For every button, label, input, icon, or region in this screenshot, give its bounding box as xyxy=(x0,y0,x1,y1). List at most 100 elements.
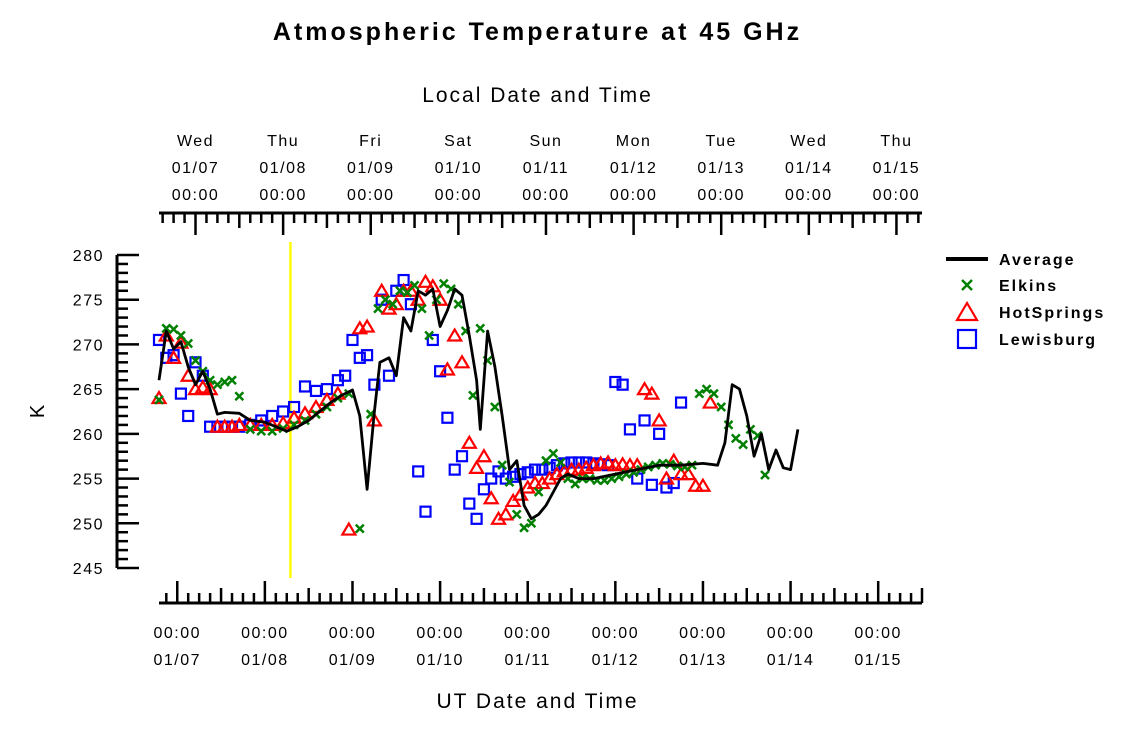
axes: 245 250 255 260 265 270 275 280 K Wed 01/07 00:00 Th… xyxy=(27,133,924,669)
data-point-lewisburg xyxy=(339,369,352,382)
legend: Average Elkins HotSprings Lewisburg xyxy=(946,252,1103,350)
x-stroke xyxy=(219,377,230,387)
data-point-elkins xyxy=(234,391,245,402)
data-point-hotsprings xyxy=(468,459,486,474)
data-point-elkins xyxy=(570,479,581,489)
y-tick-label: 280 xyxy=(73,248,104,265)
x-stroke xyxy=(475,323,486,334)
y-tick-label: 245 xyxy=(73,561,104,578)
data-point-hotsprings xyxy=(701,394,719,409)
data-point-elkins xyxy=(468,390,478,401)
data-point-hotsprings xyxy=(599,454,617,469)
x-stroke xyxy=(183,338,194,349)
data-point-lewisburg xyxy=(353,351,366,364)
data-point-elkins xyxy=(541,455,551,466)
x-stroke xyxy=(373,303,383,314)
data-point-elkins xyxy=(380,294,391,305)
x-stroke xyxy=(380,294,391,305)
data-point-lewisburg xyxy=(645,478,658,491)
x-stroke xyxy=(424,330,435,341)
data-point-lewisburg xyxy=(609,375,622,389)
data-point-elkins xyxy=(176,330,186,341)
x-stroke xyxy=(409,280,420,291)
data-point-elkins xyxy=(395,285,405,296)
data-point-elkins xyxy=(489,402,500,412)
data-point-elkins xyxy=(738,439,748,450)
data-point-lewisburg xyxy=(521,466,534,479)
top-tick-time: 00:00 xyxy=(172,187,220,204)
x-stroke xyxy=(212,379,223,390)
data-point-lewisburg xyxy=(470,512,483,525)
data-point-lewisburg xyxy=(653,427,666,440)
data-point-lewisburg xyxy=(499,472,512,485)
data-point-lewisburg xyxy=(455,450,469,463)
x-stroke xyxy=(961,279,973,291)
data-point-hotsprings xyxy=(446,327,464,342)
bottom-tick-time: 00:00 xyxy=(153,625,201,642)
data-point-elkins xyxy=(709,388,719,399)
x-stroke xyxy=(526,518,537,529)
bottom-tick-time: 00:00 xyxy=(679,625,727,642)
top-tick-date: 01/14 xyxy=(785,160,833,177)
data-point-hotsprings xyxy=(417,273,434,288)
y-tick-label: 275 xyxy=(73,293,104,310)
data-point-elkins xyxy=(555,457,566,468)
data-point-elkins xyxy=(256,426,267,437)
x-stroke xyxy=(387,299,398,310)
data-point-lewisburg xyxy=(346,333,359,347)
data-point-elkins xyxy=(548,448,559,459)
top-tick-time: 00:00 xyxy=(435,187,483,204)
series-hotsprings xyxy=(150,273,719,536)
x-stroke xyxy=(176,330,186,341)
x-stroke xyxy=(716,402,727,412)
x-stroke xyxy=(289,420,299,430)
bottom-tick-date: 01/11 xyxy=(505,652,551,669)
data-point-elkins xyxy=(438,278,449,289)
top-tick-date: 01/10 xyxy=(435,160,483,177)
x-stroke xyxy=(267,426,278,437)
x-stroke xyxy=(168,324,179,335)
data-point-hotsprings xyxy=(285,409,303,424)
x-stroke xyxy=(446,284,456,294)
data-point-elkins xyxy=(227,375,237,386)
data-point-elkins xyxy=(760,470,770,480)
y-tick-label: 250 xyxy=(73,516,104,533)
data-point-hotsprings xyxy=(643,385,661,400)
data-point-elkins xyxy=(168,324,179,335)
top-tick-day: Wed xyxy=(177,133,214,150)
data-point-elkins xyxy=(267,426,278,437)
top-tick-time: 00:00 xyxy=(785,187,833,204)
top-tick-time: 00:00 xyxy=(610,187,658,204)
x-stroke xyxy=(541,455,551,466)
x-stroke xyxy=(256,426,267,437)
data-point-lewisburg xyxy=(360,349,374,362)
bottom-tick-time: 00:00 xyxy=(241,625,289,642)
data-point-elkins xyxy=(402,287,413,298)
data-point-lewisburg xyxy=(565,456,578,469)
data-point-elkins xyxy=(373,303,383,314)
x-stroke xyxy=(489,402,500,412)
chart-title: Atmospheric Temperature at 45 GHz xyxy=(272,18,803,46)
data-point-elkins xyxy=(730,433,741,444)
top-tick-time: 00:00 xyxy=(347,187,395,204)
legend-swatch-elkins xyxy=(961,279,973,291)
data-point-elkins xyxy=(219,377,230,387)
top-tick-day: Tue xyxy=(705,133,736,150)
data-point-elkins xyxy=(475,323,486,334)
bottom-tick-time: 00:00 xyxy=(504,625,552,642)
top-tick-day: Fri xyxy=(359,133,382,150)
data-point-elkins xyxy=(453,299,464,310)
data-point-hotsprings xyxy=(475,448,493,463)
bottom-axis-title: UT Date and Time xyxy=(436,690,639,713)
legend-label-elkins: Elkins xyxy=(999,278,1058,295)
x-stroke xyxy=(730,433,741,444)
top-tick-date: 01/07 xyxy=(172,160,220,177)
x-stroke xyxy=(555,457,566,468)
top-tick-day: Thu xyxy=(880,133,912,150)
data-point-lewisburg xyxy=(463,497,476,510)
data-point-lewisburg xyxy=(477,483,491,496)
x-stroke xyxy=(548,448,559,459)
y-tick-label: 255 xyxy=(73,472,104,489)
data-point-elkins xyxy=(387,299,398,310)
top-tick-date: 01/09 xyxy=(347,160,395,177)
